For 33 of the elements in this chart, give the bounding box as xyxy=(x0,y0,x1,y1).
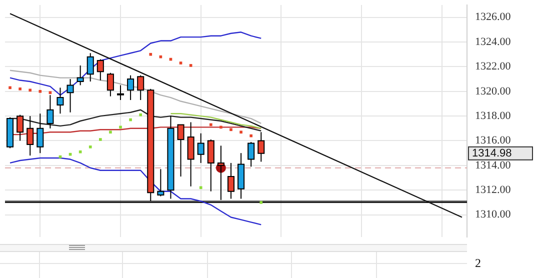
y-tick-label: 1312.00 xyxy=(475,184,512,196)
point xyxy=(78,150,82,154)
y-tick-label: 1324.00 xyxy=(475,36,512,48)
point xyxy=(18,88,22,90)
point xyxy=(240,130,242,134)
point xyxy=(28,88,32,92)
point xyxy=(230,128,232,132)
y-tick-label: 1316.00 xyxy=(475,134,512,147)
point xyxy=(220,126,222,129)
point xyxy=(209,123,212,126)
point xyxy=(199,186,202,190)
point xyxy=(139,113,142,116)
text: 2 xyxy=(475,256,481,271)
point xyxy=(38,90,42,93)
point xyxy=(109,130,112,134)
y-tick-label: 1320.00 xyxy=(475,85,512,98)
y-tick-label: 1326.00 xyxy=(475,11,512,24)
point xyxy=(48,91,52,94)
point xyxy=(179,62,182,64)
y-tick-label: 1318.00 xyxy=(475,110,512,122)
point xyxy=(88,146,92,148)
y-tick-label: 1314.00 xyxy=(475,159,512,172)
point xyxy=(99,138,102,141)
text: 1314.98 xyxy=(472,147,512,160)
point xyxy=(260,201,263,204)
point xyxy=(149,52,152,56)
point xyxy=(119,126,122,129)
point xyxy=(8,86,12,90)
point xyxy=(250,134,252,138)
point xyxy=(129,118,132,122)
y-tick-label: 1310.00 xyxy=(475,208,512,221)
point xyxy=(189,64,192,67)
y-tick-label: 1322.00 xyxy=(475,60,512,73)
